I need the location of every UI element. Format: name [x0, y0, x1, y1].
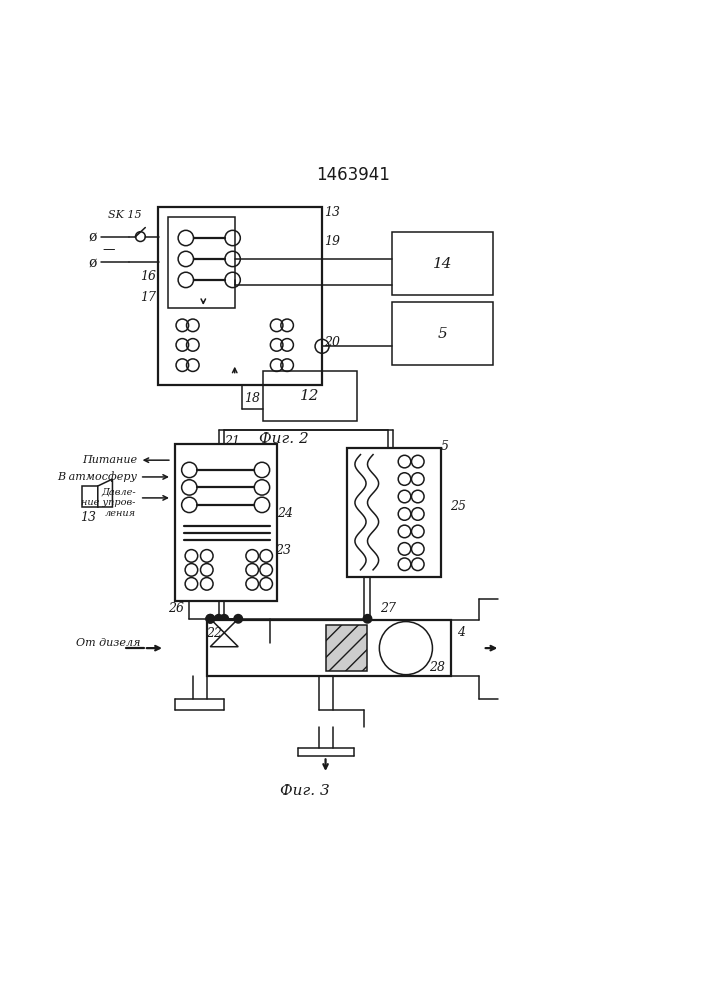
Text: 23: 23 [275, 544, 291, 557]
Text: 28: 28 [429, 661, 445, 674]
Text: 14: 14 [433, 257, 452, 271]
Polygon shape [98, 479, 112, 507]
Text: 5: 5 [441, 440, 449, 453]
Text: —: — [102, 243, 115, 256]
Text: 18: 18 [244, 392, 259, 405]
Text: 20: 20 [324, 336, 340, 349]
Text: SK 15: SK 15 [107, 210, 141, 220]
Text: 16: 16 [141, 270, 156, 283]
Text: От дизеля: От дизеля [76, 638, 141, 648]
Text: 24: 24 [276, 507, 293, 520]
Bar [168, 217, 235, 308]
Bar [158, 207, 322, 385]
Text: ø: ø [88, 255, 96, 269]
Text: В атмосферу: В атмосферу [57, 472, 137, 482]
Text: 13: 13 [80, 511, 96, 524]
Text: Фиг. 2: Фиг. 2 [259, 432, 308, 446]
Text: Давле-
ние упров-
ления: Давле- ние упров- ления [81, 488, 136, 518]
Text: Питание: Питание [82, 455, 137, 465]
Text: Фиг. 3: Фиг. 3 [280, 784, 329, 798]
Text: 4: 4 [457, 626, 465, 639]
Bar [175, 444, 276, 601]
Text: 19: 19 [324, 235, 340, 248]
Bar [392, 302, 493, 365]
Circle shape [234, 615, 243, 623]
Circle shape [220, 615, 228, 623]
Text: 25: 25 [450, 500, 466, 513]
Text: 12: 12 [300, 389, 320, 403]
Polygon shape [210, 633, 238, 647]
Text: 27: 27 [380, 602, 396, 615]
Text: 22: 22 [206, 627, 222, 640]
Polygon shape [210, 619, 238, 633]
Text: 1463941: 1463941 [317, 166, 390, 184]
Circle shape [214, 615, 223, 623]
Bar [263, 371, 357, 421]
Circle shape [363, 615, 372, 623]
Bar [83, 486, 98, 507]
Text: 5: 5 [438, 327, 447, 341]
Text: 26: 26 [168, 602, 185, 615]
Text: 21: 21 [224, 435, 240, 448]
Circle shape [206, 615, 214, 623]
Circle shape [206, 615, 214, 623]
Text: 17: 17 [141, 291, 156, 304]
Bar [346, 448, 441, 577]
Bar [206, 620, 451, 676]
Bar [325, 625, 368, 671]
Text: ø: ø [88, 230, 96, 244]
Bar [392, 232, 493, 295]
Text: 13: 13 [324, 206, 340, 219]
